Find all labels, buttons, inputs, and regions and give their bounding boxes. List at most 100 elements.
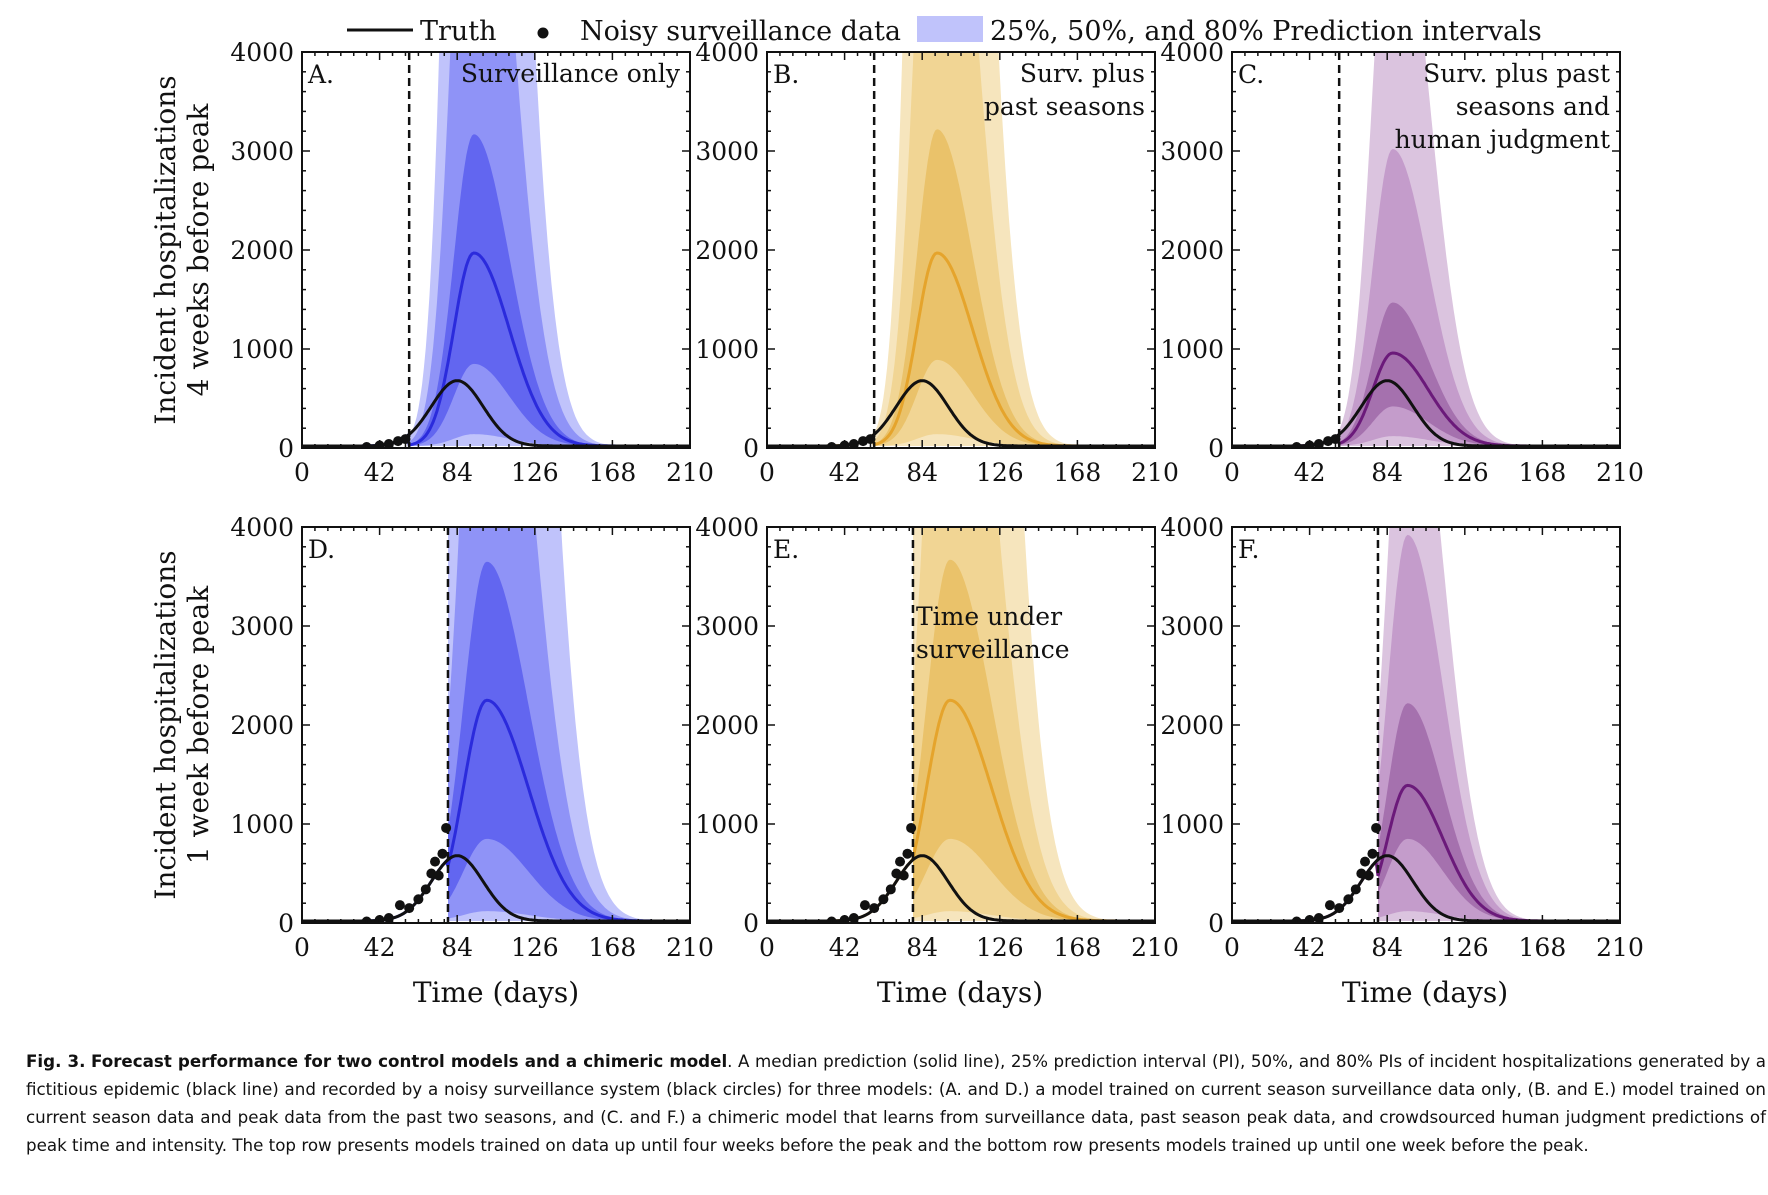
y-tick-label-C-4000: 4000 bbox=[1160, 38, 1224, 67]
panel-annotation-B-1: past seasons bbox=[984, 92, 1145, 121]
x-tick-label-A-0: 0 bbox=[294, 458, 310, 487]
x-tick-label-C-0: 0 bbox=[1224, 458, 1240, 487]
x-tick-label-E-126: 126 bbox=[976, 933, 1024, 962]
panel-label-B: B. bbox=[773, 60, 799, 89]
panel-label-C: C. bbox=[1238, 60, 1264, 89]
surveillance-point-E-11 bbox=[906, 822, 917, 833]
x-tick-label-F-84: 84 bbox=[1371, 933, 1403, 962]
y-tick-label-A-4000: 4000 bbox=[230, 38, 294, 67]
y-tick-label-A-0: 0 bbox=[278, 434, 294, 463]
x-tick-label-E-84: 84 bbox=[906, 933, 938, 962]
y-tick-label-A-3000: 3000 bbox=[230, 137, 294, 166]
x-tick-label-A-126: 126 bbox=[511, 458, 559, 487]
y-tick-label-F-3000: 3000 bbox=[1160, 612, 1224, 641]
y-tick-label-C-0: 0 bbox=[1208, 434, 1224, 463]
surveillance-point-E-6 bbox=[885, 884, 896, 895]
x-tick-label-A-84: 84 bbox=[441, 458, 473, 487]
caption-title: Forecast performance for two control mod… bbox=[91, 1051, 728, 1071]
x-tick-label-C-126: 126 bbox=[1441, 458, 1489, 487]
surveillance-point-D-5 bbox=[413, 894, 424, 905]
x-axis-title-col3: Time (days) bbox=[1342, 976, 1508, 1009]
y-tick-label-B-4000: 4000 bbox=[695, 38, 759, 67]
surveillance-point-F-4 bbox=[1334, 903, 1345, 914]
surveillance-point-F-8 bbox=[1360, 856, 1371, 867]
y-tick-label-E-0: 0 bbox=[743, 909, 759, 938]
y-tick-label-E-4000: 4000 bbox=[695, 513, 759, 542]
time-under-surveillance-1: surveillance bbox=[916, 635, 1070, 664]
y-axis-title-row1-line2: 4 weeks before peak bbox=[182, 103, 215, 397]
x-tick-label-D-126: 126 bbox=[511, 933, 559, 962]
x-tick-label-A-168: 168 bbox=[589, 458, 637, 487]
x-tick-label-D-210: 210 bbox=[666, 933, 714, 962]
surveillance-point-E-3 bbox=[859, 900, 870, 911]
y-tick-label-C-3000: 3000 bbox=[1160, 137, 1224, 166]
y-tick-label-F-1000: 1000 bbox=[1160, 810, 1224, 839]
x-tick-label-E-42: 42 bbox=[829, 933, 861, 962]
band-25-D bbox=[448, 561, 690, 921]
band-25-E bbox=[913, 559, 1155, 921]
y-axis-title-row1-line1: Incident hospitalizations bbox=[149, 75, 182, 424]
x-tick-label-F-126: 126 bbox=[1441, 933, 1489, 962]
legend-surveillance-swatch bbox=[537, 27, 549, 39]
y-tick-label-E-3000: 3000 bbox=[695, 612, 759, 641]
band-25-F bbox=[1378, 703, 1620, 921]
y-tick-label-C-2000: 2000 bbox=[1160, 236, 1224, 265]
surveillance-point-E-5 bbox=[878, 894, 889, 905]
surveillance-point-F-2 bbox=[1313, 913, 1324, 923]
panel-annotation-C-0: Surv. plus past bbox=[1423, 59, 1610, 88]
surveillance-point-E-4 bbox=[869, 903, 880, 914]
panel-B: 0 42 84 126 168 210 0 1000 2000 3000 4000 B. Surv. p… bbox=[695, 38, 1178, 487]
panel-D: 0 42 84 126 168 210 0 1000 2000 3000 4000 D. bbox=[230, 513, 714, 962]
x-tick-label-B-0: 0 bbox=[759, 458, 775, 487]
caption-body: . A median prediction (solid line), 25% … bbox=[26, 1051, 1766, 1155]
surveillance-point-C-2 bbox=[1313, 439, 1324, 448]
x-axis-title-col1: Time (days) bbox=[413, 976, 579, 1009]
band-25-A bbox=[409, 134, 690, 446]
surveillance-point-F-11 bbox=[1371, 822, 1382, 833]
time-under-surveillance-0: Time under bbox=[916, 602, 1062, 631]
panel-label-F: F. bbox=[1238, 535, 1259, 564]
surveillance-point-F-5 bbox=[1343, 894, 1354, 905]
surveillance-point-A-2 bbox=[383, 439, 394, 448]
surveillance-point-D-4 bbox=[404, 903, 415, 914]
y-tick-label-B-0: 0 bbox=[743, 434, 759, 463]
x-tick-label-D-0: 0 bbox=[294, 933, 310, 962]
y-tick-label-A-2000: 2000 bbox=[230, 236, 294, 265]
x-tick-label-C-168: 168 bbox=[1519, 458, 1567, 487]
panel-annotation-A-0: Surveillance only bbox=[461, 59, 681, 88]
legend-intervals-swatch bbox=[917, 16, 983, 42]
y-tick-label-C-1000: 1000 bbox=[1160, 335, 1224, 364]
panel-annotation-B-0: Surv. plus bbox=[1020, 59, 1145, 88]
x-tick-label-B-126: 126 bbox=[976, 458, 1024, 487]
surveillance-point-E-10 bbox=[902, 848, 913, 859]
y-tick-label-B-1000: 1000 bbox=[695, 335, 759, 364]
y-tick-label-F-0: 0 bbox=[1208, 909, 1224, 938]
surveillance-point-F-6 bbox=[1350, 884, 1361, 895]
y-tick-label-F-2000: 2000 bbox=[1160, 711, 1224, 740]
panel-annotation-C-1: seasons and bbox=[1456, 92, 1610, 121]
caption-label: Fig. 3. bbox=[26, 1051, 86, 1071]
panel-A: 0 42 84 126 168 210 0 1000 2000 3000 4000 A. Surveil… bbox=[230, 38, 713, 487]
x-tick-label-D-42: 42 bbox=[364, 933, 396, 962]
panel-E: 0 42 84 126 168 210 0 1000 2000 3000 4000 E. Time un… bbox=[695, 513, 1178, 962]
y-tick-label-B-2000: 2000 bbox=[695, 236, 759, 265]
surveillance-point-D-8 bbox=[430, 856, 441, 867]
x-tick-label-E-0: 0 bbox=[759, 933, 775, 962]
panel-annotation-C-2: human judgment bbox=[1395, 125, 1610, 154]
legend-intervals-label: 25%, 50%, and 80% Prediction intervals bbox=[990, 16, 1542, 47]
surveillance-point-E-2 bbox=[848, 913, 859, 923]
panel-label-E: E. bbox=[773, 535, 799, 564]
x-tick-label-A-42: 42 bbox=[364, 458, 396, 487]
x-tick-label-F-0: 0 bbox=[1224, 933, 1240, 962]
surveillance-point-D-10 bbox=[437, 848, 448, 859]
y-tick-label-E-1000: 1000 bbox=[695, 810, 759, 839]
panel-label-D: D. bbox=[308, 535, 335, 564]
x-tick-label-C-84: 84 bbox=[1371, 458, 1403, 487]
y-tick-label-D-2000: 2000 bbox=[230, 711, 294, 740]
y-axis-title-row2-line2: 1 week before peak bbox=[182, 585, 215, 864]
x-tick-label-D-84: 84 bbox=[441, 933, 473, 962]
y-tick-label-A-1000: 1000 bbox=[230, 335, 294, 364]
x-tick-label-D-168: 168 bbox=[589, 933, 637, 962]
surveillance-point-F-3 bbox=[1324, 900, 1335, 911]
x-axis-title-col2: Time (days) bbox=[877, 976, 1043, 1009]
